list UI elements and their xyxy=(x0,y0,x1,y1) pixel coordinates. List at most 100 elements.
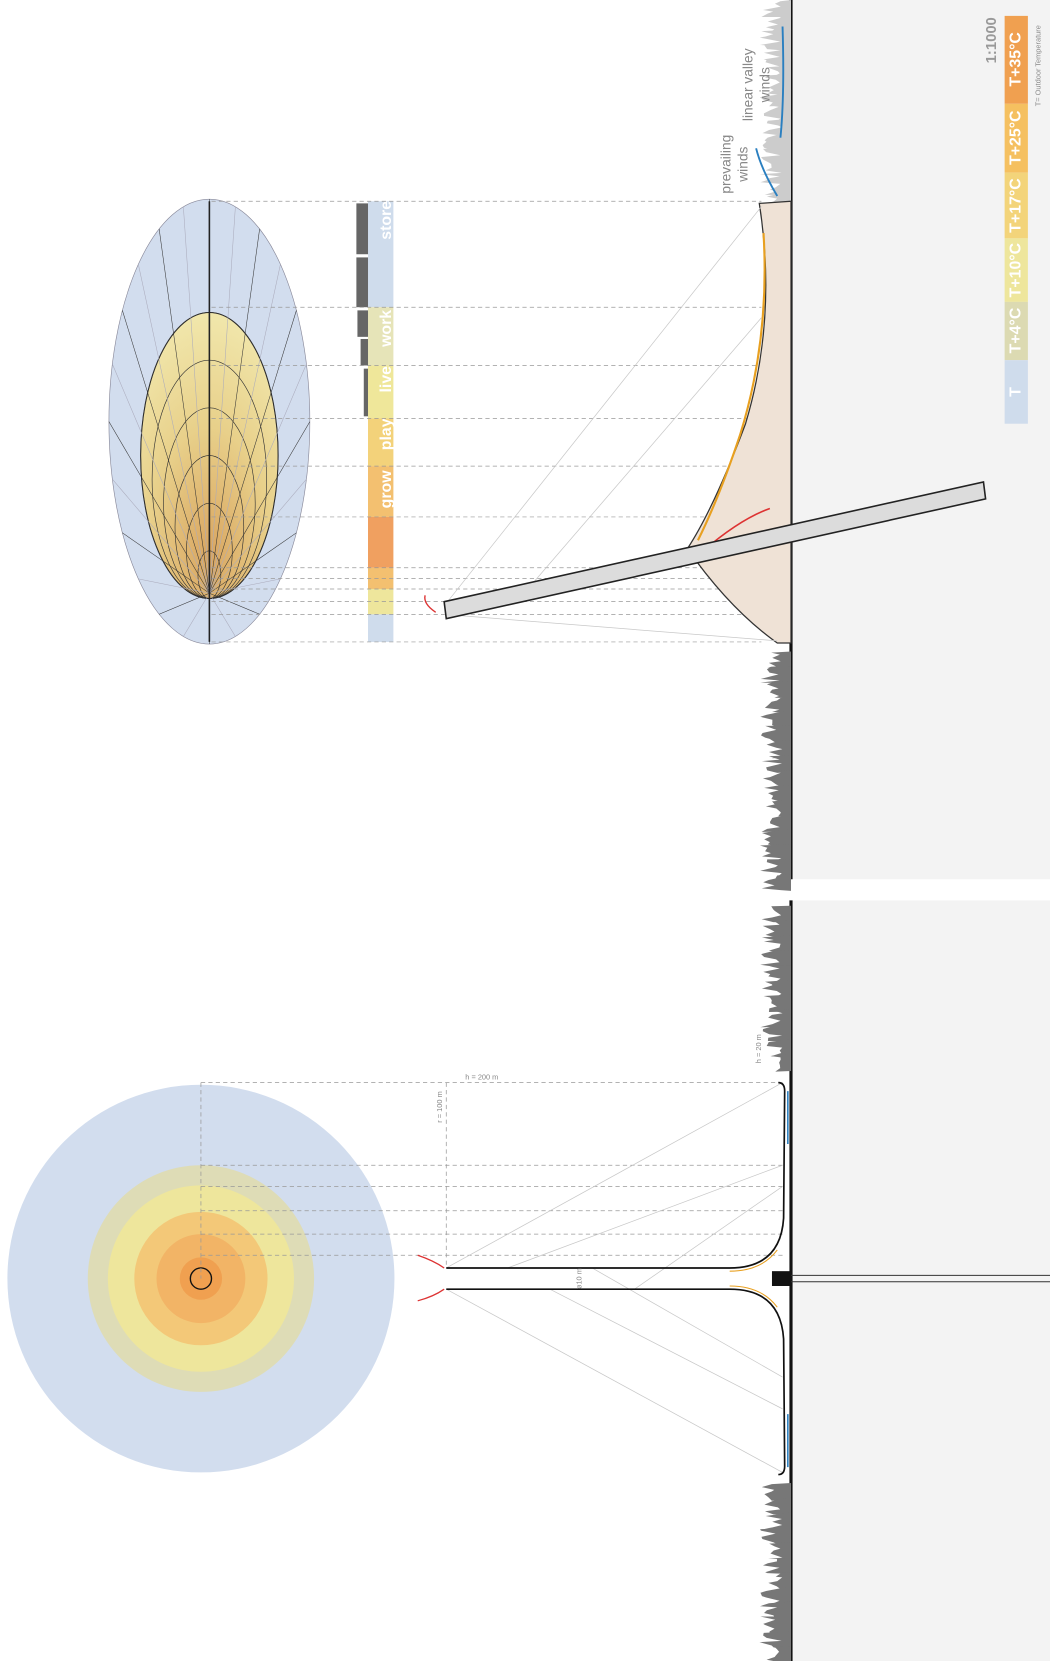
annotation: linear valley winds xyxy=(740,48,772,121)
tree xyxy=(761,829,792,847)
grid-ray xyxy=(209,479,307,594)
annotation: prevailing winds xyxy=(718,135,750,194)
tree xyxy=(763,44,792,62)
tree xyxy=(764,1497,792,1515)
grid-ray xyxy=(108,421,210,594)
wind-arrow xyxy=(755,148,779,197)
zone xyxy=(368,516,394,568)
tree xyxy=(760,1009,792,1028)
grid-ray xyxy=(122,532,210,594)
tree xyxy=(762,118,792,136)
tree xyxy=(770,1054,792,1072)
grid-ray xyxy=(183,206,210,594)
tree xyxy=(765,59,792,78)
annotation-line: winds xyxy=(735,146,750,182)
tree xyxy=(761,873,792,891)
grid-ray xyxy=(209,578,281,594)
tree xyxy=(766,681,792,699)
grid-ray xyxy=(112,479,210,594)
base xyxy=(771,1271,792,1286)
tree xyxy=(761,755,792,773)
cable xyxy=(634,1186,783,1290)
section: h = 200 m r = 100 m h = 20 m ø10 m xyxy=(417,1034,792,1476)
cable xyxy=(446,1082,783,1269)
tree xyxy=(761,905,792,923)
exhaust xyxy=(417,1254,445,1302)
tree xyxy=(763,994,792,1012)
tree xyxy=(762,1557,792,1575)
tree xyxy=(766,740,792,759)
tree xyxy=(768,1542,792,1560)
tree xyxy=(761,1483,792,1501)
grid-ray xyxy=(209,264,281,594)
grid-ray xyxy=(158,228,210,594)
tree xyxy=(760,1586,792,1605)
grid-ray xyxy=(183,593,210,637)
scale: 1:1000 xyxy=(984,17,1000,63)
cable xyxy=(592,1267,783,1378)
dimension: ø10 m xyxy=(574,1268,583,1289)
program-label: live xyxy=(378,366,395,393)
grid-ray xyxy=(209,593,236,637)
tree xyxy=(759,1631,792,1649)
tree xyxy=(760,710,792,728)
tree xyxy=(762,133,792,151)
tree xyxy=(765,799,792,817)
diagram: T+35°C T+25°C T+17°C T+10°C T+4°C T T= O… xyxy=(7,0,1050,1661)
heat-flow xyxy=(697,232,766,541)
grid-ray xyxy=(122,310,210,594)
program-label: store xyxy=(378,201,395,240)
legend-swatch xyxy=(1004,15,1028,104)
grid-ray xyxy=(209,206,236,594)
tree xyxy=(762,770,792,788)
zone xyxy=(368,307,394,366)
cable xyxy=(528,317,762,589)
legend-swatch xyxy=(1004,238,1028,302)
tree xyxy=(760,1616,792,1634)
legend-swatch xyxy=(1004,360,1028,424)
trees xyxy=(759,0,792,1661)
program-label: work xyxy=(378,310,395,348)
ground-bottom xyxy=(793,900,1050,1661)
dimension: h = 200 m xyxy=(465,1072,498,1081)
annotation-line: winds xyxy=(757,67,772,103)
tree xyxy=(763,103,792,122)
legend-label: T+25°C xyxy=(1007,110,1024,165)
zone xyxy=(368,567,394,589)
storage xyxy=(363,368,369,417)
tree xyxy=(761,979,792,998)
tree xyxy=(761,148,792,166)
zone xyxy=(368,614,394,642)
legend-swatch xyxy=(1004,103,1028,173)
legend-label: T+35°C xyxy=(1007,32,1024,87)
tower-outline xyxy=(446,1288,786,1476)
storage xyxy=(360,338,369,366)
storage xyxy=(356,203,369,255)
legend-swatch xyxy=(1004,172,1028,239)
legend-label: T xyxy=(1007,387,1024,397)
wind-arrow xyxy=(779,26,785,138)
chimney-tube xyxy=(443,481,987,620)
tree xyxy=(760,859,792,877)
tree xyxy=(764,695,792,713)
tree xyxy=(759,844,792,863)
zone xyxy=(368,201,394,308)
tree xyxy=(764,1512,792,1530)
tree xyxy=(760,1527,792,1546)
grid-ray xyxy=(209,228,260,594)
dimension: r = 100 m xyxy=(435,1091,444,1122)
tree xyxy=(766,1039,792,1057)
grid-ray xyxy=(138,264,210,594)
storage xyxy=(356,257,369,308)
program-label: grow xyxy=(378,470,395,509)
tower-outline xyxy=(446,1081,786,1269)
cable xyxy=(507,1164,783,1269)
tree xyxy=(765,14,792,33)
legend-label: T+17°C xyxy=(1007,178,1024,233)
zone xyxy=(368,466,394,517)
legend-label: T+10°C xyxy=(1007,242,1024,297)
tree xyxy=(768,1572,792,1589)
plan-grid xyxy=(108,199,311,645)
cable xyxy=(446,1288,783,1473)
